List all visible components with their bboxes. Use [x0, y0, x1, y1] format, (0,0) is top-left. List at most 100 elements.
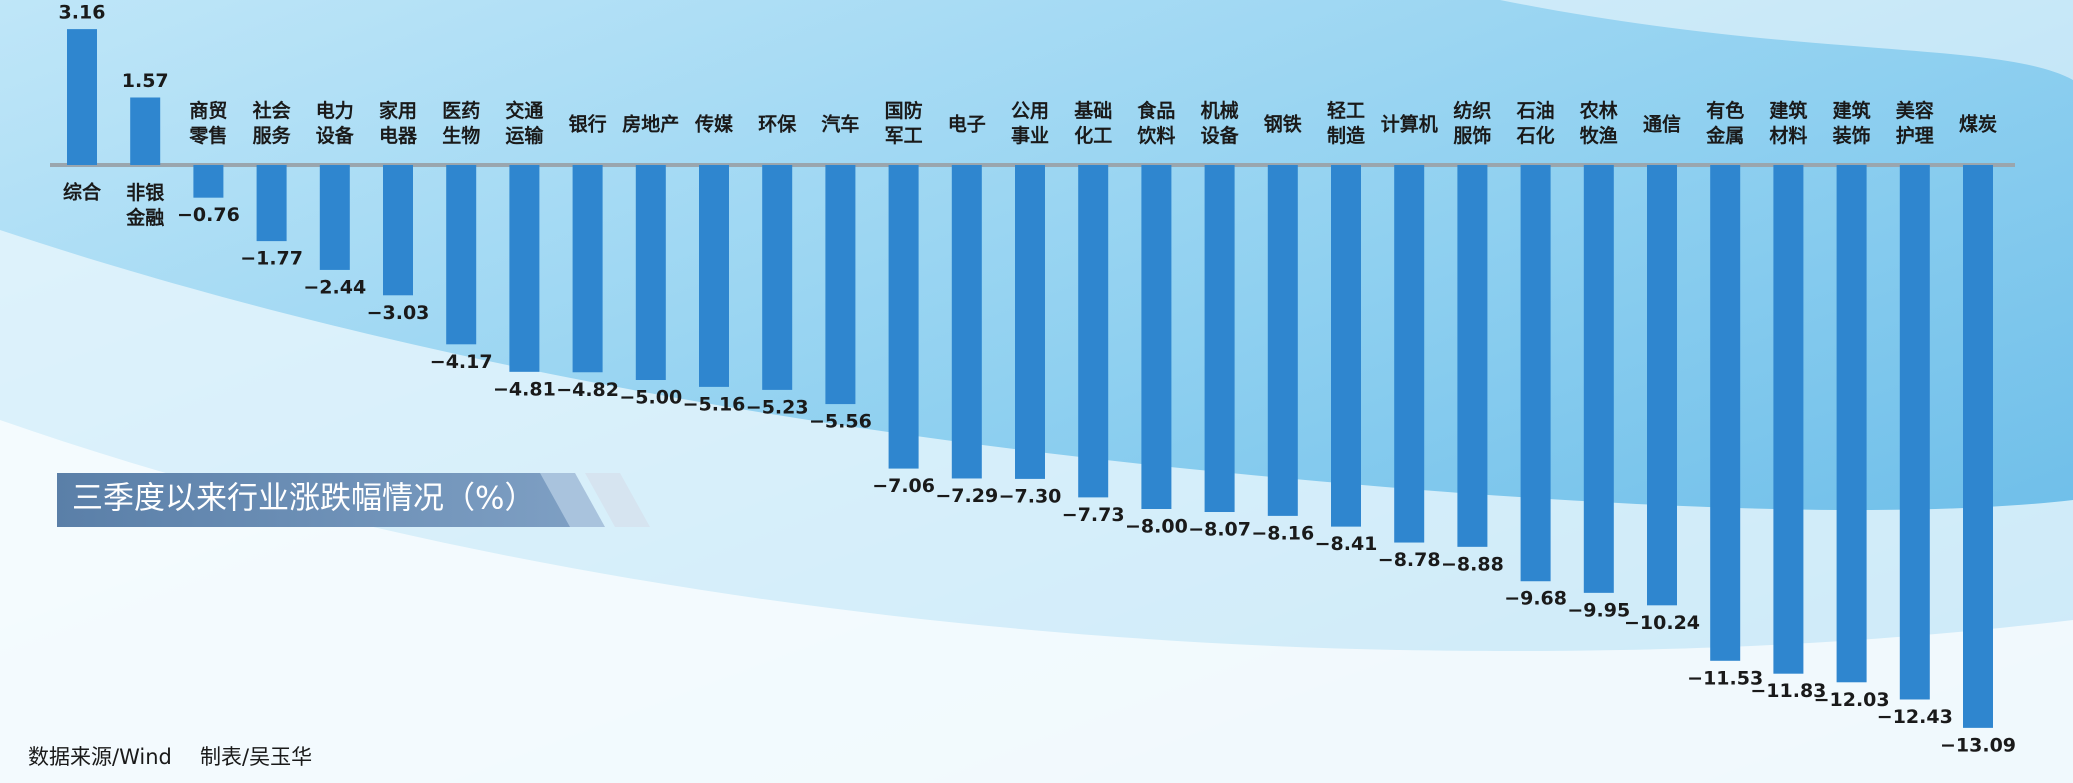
data-label: −4.17	[430, 351, 493, 373]
bar	[1141, 165, 1172, 509]
x-tick-label: 基础化工	[1073, 99, 1112, 147]
data-label: −7.73	[1062, 504, 1125, 526]
x-tick-label: 美容护理	[1896, 99, 1934, 147]
data-label: −5.56	[809, 411, 872, 433]
bar	[1457, 165, 1488, 547]
x-tick-label: 综合	[63, 181, 102, 204]
x-tick-label: 纺织服饰	[1453, 99, 1491, 147]
bar	[1836, 165, 1867, 683]
data-label: −11.53	[1687, 667, 1763, 689]
bar	[1710, 165, 1741, 661]
source: 数据来源/Wind	[28, 745, 172, 769]
x-tick-label: 食品饮料	[1136, 99, 1175, 147]
x-tick-label: 煤炭	[1959, 114, 1997, 136]
bar	[1015, 165, 1045, 479]
data-label: −5.23	[746, 396, 809, 418]
bar	[509, 165, 540, 372]
bar	[572, 165, 603, 373]
x-tick-label: 医药生物	[442, 99, 480, 147]
data-label: −11.83	[1750, 680, 1826, 702]
x-tick-label: 传媒	[694, 113, 734, 136]
bar	[256, 165, 287, 242]
data-label: −13.09	[1940, 734, 2016, 756]
data-label: −12.03	[1814, 689, 1890, 711]
x-tick-label: 家用电器	[379, 99, 418, 147]
data-label: −8.41	[1315, 533, 1378, 555]
x-tick-label: 有色金属	[1705, 99, 1744, 147]
data-label: −1.77	[240, 248, 303, 270]
x-tick-label: 建筑装饰	[1832, 99, 1871, 147]
data-label: −9.95	[1567, 599, 1630, 621]
bar	[130, 97, 161, 165]
data-label: −8.07	[1188, 519, 1251, 541]
x-tick-label: 机械设备	[1201, 99, 1240, 147]
x-tick-label: 汽车	[821, 113, 859, 136]
bar	[1773, 165, 1804, 674]
chart-title: 三季度以来行业涨跌幅情况（%）	[72, 481, 535, 517]
data-label: −8.00	[1125, 516, 1188, 538]
bar	[1899, 165, 1930, 700]
x-tick-label: 房地产	[622, 113, 679, 136]
data-label: −5.16	[683, 393, 746, 415]
x-tick-label: 石油石化	[1516, 100, 1555, 147]
bar	[383, 165, 413, 296]
bar	[699, 165, 729, 387]
data-label: −7.30	[999, 485, 1062, 507]
x-tick-label: 建筑材料	[1769, 99, 1807, 147]
x-tick-label: 商贸零售	[188, 99, 227, 147]
data-label: 1.57	[122, 70, 169, 92]
data-label: −5.00	[619, 387, 682, 409]
bar	[446, 165, 477, 345]
bar	[1963, 165, 1993, 728]
bar	[319, 165, 350, 270]
x-tick-label: 轻工制造	[1327, 99, 1366, 147]
bar	[762, 165, 793, 390]
bar	[67, 29, 97, 166]
credit: 制表/吴玉华	[200, 745, 312, 769]
bar	[1647, 165, 1677, 606]
title-stripe	[585, 473, 650, 527]
wave	[0, 420, 2073, 783]
x-tick-label: 交通运输	[505, 99, 544, 147]
data-label: −8.88	[1441, 553, 1504, 575]
x-tick-label: 公用事业	[1011, 100, 1049, 147]
data-label: −4.81	[493, 378, 556, 400]
data-label: −8.16	[1251, 522, 1314, 544]
title-box	[57, 473, 590, 527]
data-label: −7.06	[872, 475, 935, 497]
bar	[1204, 165, 1235, 513]
bar	[1583, 165, 1614, 593]
title-stripe	[540, 473, 605, 527]
bar	[1520, 165, 1551, 582]
bar	[193, 165, 224, 198]
x-tick-label: 计算机	[1381, 113, 1438, 136]
x-tick-label: 非银金融	[125, 181, 165, 229]
data-label: −4.82	[556, 379, 619, 401]
data-label: −9.68	[1504, 588, 1567, 610]
x-tick-label: 通信	[1643, 113, 1681, 136]
x-tick-label: 农林牧渔	[1579, 99, 1618, 147]
data-label: −0.76	[177, 204, 240, 226]
data-label: −2.44	[303, 276, 366, 298]
bar	[888, 165, 919, 469]
wave	[1500, 0, 2073, 80]
bar	[825, 165, 856, 405]
data-label: −3.03	[367, 302, 430, 324]
x-tick-label: 环保	[758, 113, 797, 136]
x-tick-label: 电子	[948, 113, 986, 136]
bar	[951, 165, 982, 479]
bar	[1394, 165, 1425, 543]
x-tick-label: 钢铁	[1264, 113, 1302, 136]
data-label: 3.16	[59, 2, 106, 24]
x-tick-label: 电力设备	[316, 99, 355, 147]
x-tick-label: 银行	[569, 113, 607, 136]
bar	[1331, 165, 1361, 527]
data-label: −10.24	[1624, 612, 1700, 634]
data-label: −7.29	[935, 485, 998, 507]
bar	[1267, 165, 1298, 516]
data-label: −12.43	[1877, 706, 1953, 728]
bar	[635, 165, 666, 380]
bar	[1078, 165, 1109, 498]
x-tick-label: 社会服务	[252, 99, 292, 147]
